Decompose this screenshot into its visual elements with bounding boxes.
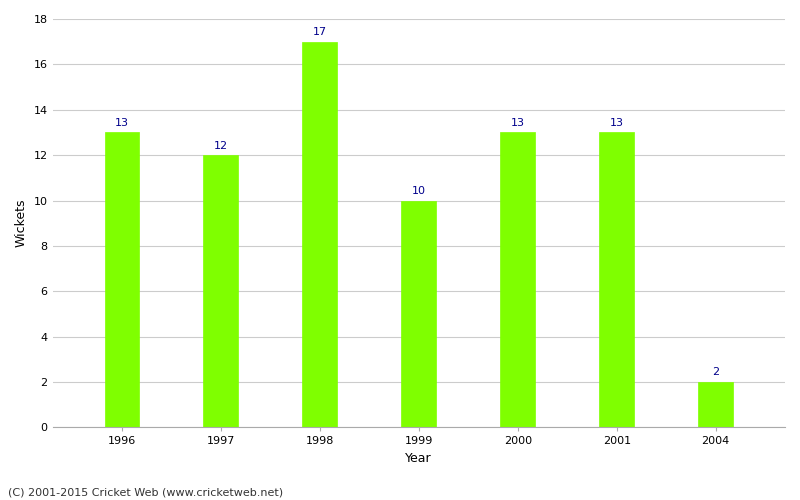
Text: (C) 2001-2015 Cricket Web (www.cricketweb.net): (C) 2001-2015 Cricket Web (www.cricketwe… [8, 488, 283, 498]
Text: 13: 13 [610, 118, 624, 128]
X-axis label: Year: Year [406, 452, 432, 465]
Text: 17: 17 [313, 27, 327, 37]
Text: 2: 2 [712, 368, 719, 378]
Bar [402, 200, 436, 428]
Bar [501, 132, 535, 428]
Bar [105, 132, 139, 428]
Bar [302, 42, 337, 428]
Text: 13: 13 [115, 118, 129, 128]
Bar [599, 132, 634, 428]
Bar [698, 382, 733, 428]
Y-axis label: Wickets: Wickets [15, 199, 28, 248]
Text: 12: 12 [214, 140, 228, 150]
Text: 10: 10 [412, 186, 426, 196]
Bar [203, 155, 238, 427]
Text: 13: 13 [510, 118, 525, 128]
